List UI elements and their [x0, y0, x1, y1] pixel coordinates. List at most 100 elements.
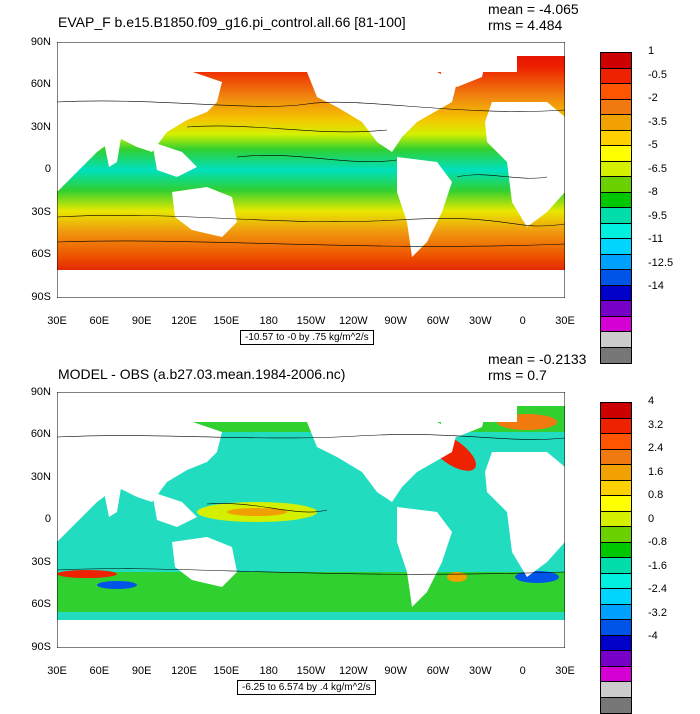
legend-label: -0.5	[648, 68, 667, 81]
lon-label: 150W	[296, 315, 326, 327]
lon-label: 30E	[47, 315, 67, 327]
legend-swatch	[601, 68, 631, 84]
legend-swatch	[601, 589, 631, 605]
lat-label: 60S	[31, 598, 51, 610]
lon-label: 30E	[47, 665, 67, 677]
lon-label: 90E	[131, 665, 152, 677]
land-mask	[57, 392, 565, 648]
legend-label: -2	[648, 92, 658, 104]
legend-swatch	[601, 115, 631, 131]
legend-swatch	[601, 146, 631, 162]
lat-label: 90N	[30, 36, 51, 48]
land-mask	[57, 42, 565, 298]
lon-label: 60W	[426, 665, 450, 677]
legend-swatch	[601, 620, 631, 636]
lat-label: 0	[44, 163, 51, 175]
lon-label: 0	[519, 665, 526, 677]
legend-label: -9.5	[648, 209, 667, 222]
panel1-caption: -10.57 to -0 by .75 kg/m^2/s	[240, 330, 374, 345]
legend-colorbar	[600, 52, 632, 364]
lat-label: 90S	[31, 291, 51, 303]
lat-label: 90S	[31, 641, 51, 653]
contour-lines	[57, 100, 565, 247]
legend-swatch	[601, 161, 631, 177]
lon-label: 60E	[89, 665, 110, 677]
lon-label: 30W	[469, 665, 492, 677]
legend-swatch	[601, 223, 631, 239]
lon-label: 30E	[555, 315, 575, 327]
legend-swatch	[601, 99, 631, 115]
legend-label: -5	[648, 139, 658, 151]
legend-swatch	[601, 254, 631, 270]
lat-label: 60N	[30, 428, 51, 440]
legend-label: -12.5	[648, 256, 674, 269]
legend-swatch	[601, 511, 631, 527]
legend-swatch	[601, 270, 631, 286]
legend-label: -3.2	[648, 606, 667, 619]
lon-label: 60E	[89, 315, 110, 327]
lon-label: 120W	[338, 665, 368, 677]
legend-swatch	[601, 285, 631, 301]
difference-map	[57, 392, 565, 648]
lon-label: 120W	[338, 315, 368, 327]
lon-label: 60W	[426, 315, 450, 327]
lat-label: 30S	[31, 556, 51, 568]
contour-lines	[57, 434, 565, 575]
legend-swatch	[601, 666, 631, 682]
legend-swatch	[601, 53, 631, 69]
panel1-mean: mean = -4.065	[488, 1, 579, 17]
legend-swatch	[601, 208, 631, 224]
legend-label: -1.6	[648, 559, 667, 572]
lat-label: 30S	[31, 206, 51, 218]
legend-label: -6.5	[648, 162, 667, 175]
panel2-mean: mean = -0.2133	[488, 351, 587, 367]
legend-swatch	[601, 573, 631, 589]
legend-swatch	[601, 301, 631, 317]
legend-swatch	[601, 496, 631, 512]
lat-label: 30N	[30, 471, 51, 483]
lat-label: 30N	[30, 121, 51, 133]
evap-map	[57, 42, 565, 298]
legend-label: -3.5	[648, 115, 667, 128]
panel2-title: MODEL - OBS (a.b27.03.mean.1984-2006.nc)	[58, 366, 346, 382]
lon-label: 150E	[213, 315, 240, 327]
legend-swatch	[601, 449, 631, 465]
legend-swatch	[601, 130, 631, 146]
legend-label: -2.4	[648, 583, 667, 595]
lon-label: 90W	[384, 665, 407, 677]
lat-label: 60N	[30, 78, 51, 90]
legend-label: 4	[648, 395, 655, 407]
lon-label: 150E	[213, 665, 240, 677]
legend-swatch	[601, 635, 631, 651]
legend-swatch	[601, 558, 631, 574]
lon-label: 180	[259, 315, 278, 327]
legend-label: 3.2	[648, 418, 664, 431]
legend-swatch	[601, 465, 631, 481]
legend-label: 0	[648, 512, 655, 525]
legend-label: 2.4	[648, 442, 664, 454]
lon-label: 90W	[384, 315, 407, 327]
lon-label: 30W	[469, 315, 492, 327]
legend-swatch	[601, 651, 631, 667]
legend-swatch	[601, 239, 631, 255]
legend-label: -14	[648, 280, 664, 292]
panel1-title: EVAP_F b.e15.B1850.f09_g16.pi_control.al…	[58, 14, 406, 30]
legend-swatch	[601, 84, 631, 100]
legend-swatch	[601, 418, 631, 434]
legend-swatch	[601, 480, 631, 496]
panel2-caption: -6.25 to 6.574 by .4 kg/m^2/s	[237, 680, 376, 695]
lon-label: 180	[259, 665, 278, 677]
legend-swatch	[601, 542, 631, 558]
legend-label: -11	[648, 233, 664, 245]
legend-swatch	[601, 682, 631, 698]
lon-label: 120E	[171, 665, 197, 677]
lat-label: 60S	[31, 248, 51, 260]
lon-label: 120E	[171, 315, 197, 327]
legend-swatch	[601, 434, 631, 450]
legend-label: -0.8	[648, 536, 667, 548]
lon-label: 150W	[296, 665, 326, 677]
legend-swatch	[601, 177, 631, 193]
lat-label: 90N	[30, 386, 51, 398]
legend-colorbar	[600, 402, 632, 714]
lon-label: 0	[519, 315, 526, 327]
